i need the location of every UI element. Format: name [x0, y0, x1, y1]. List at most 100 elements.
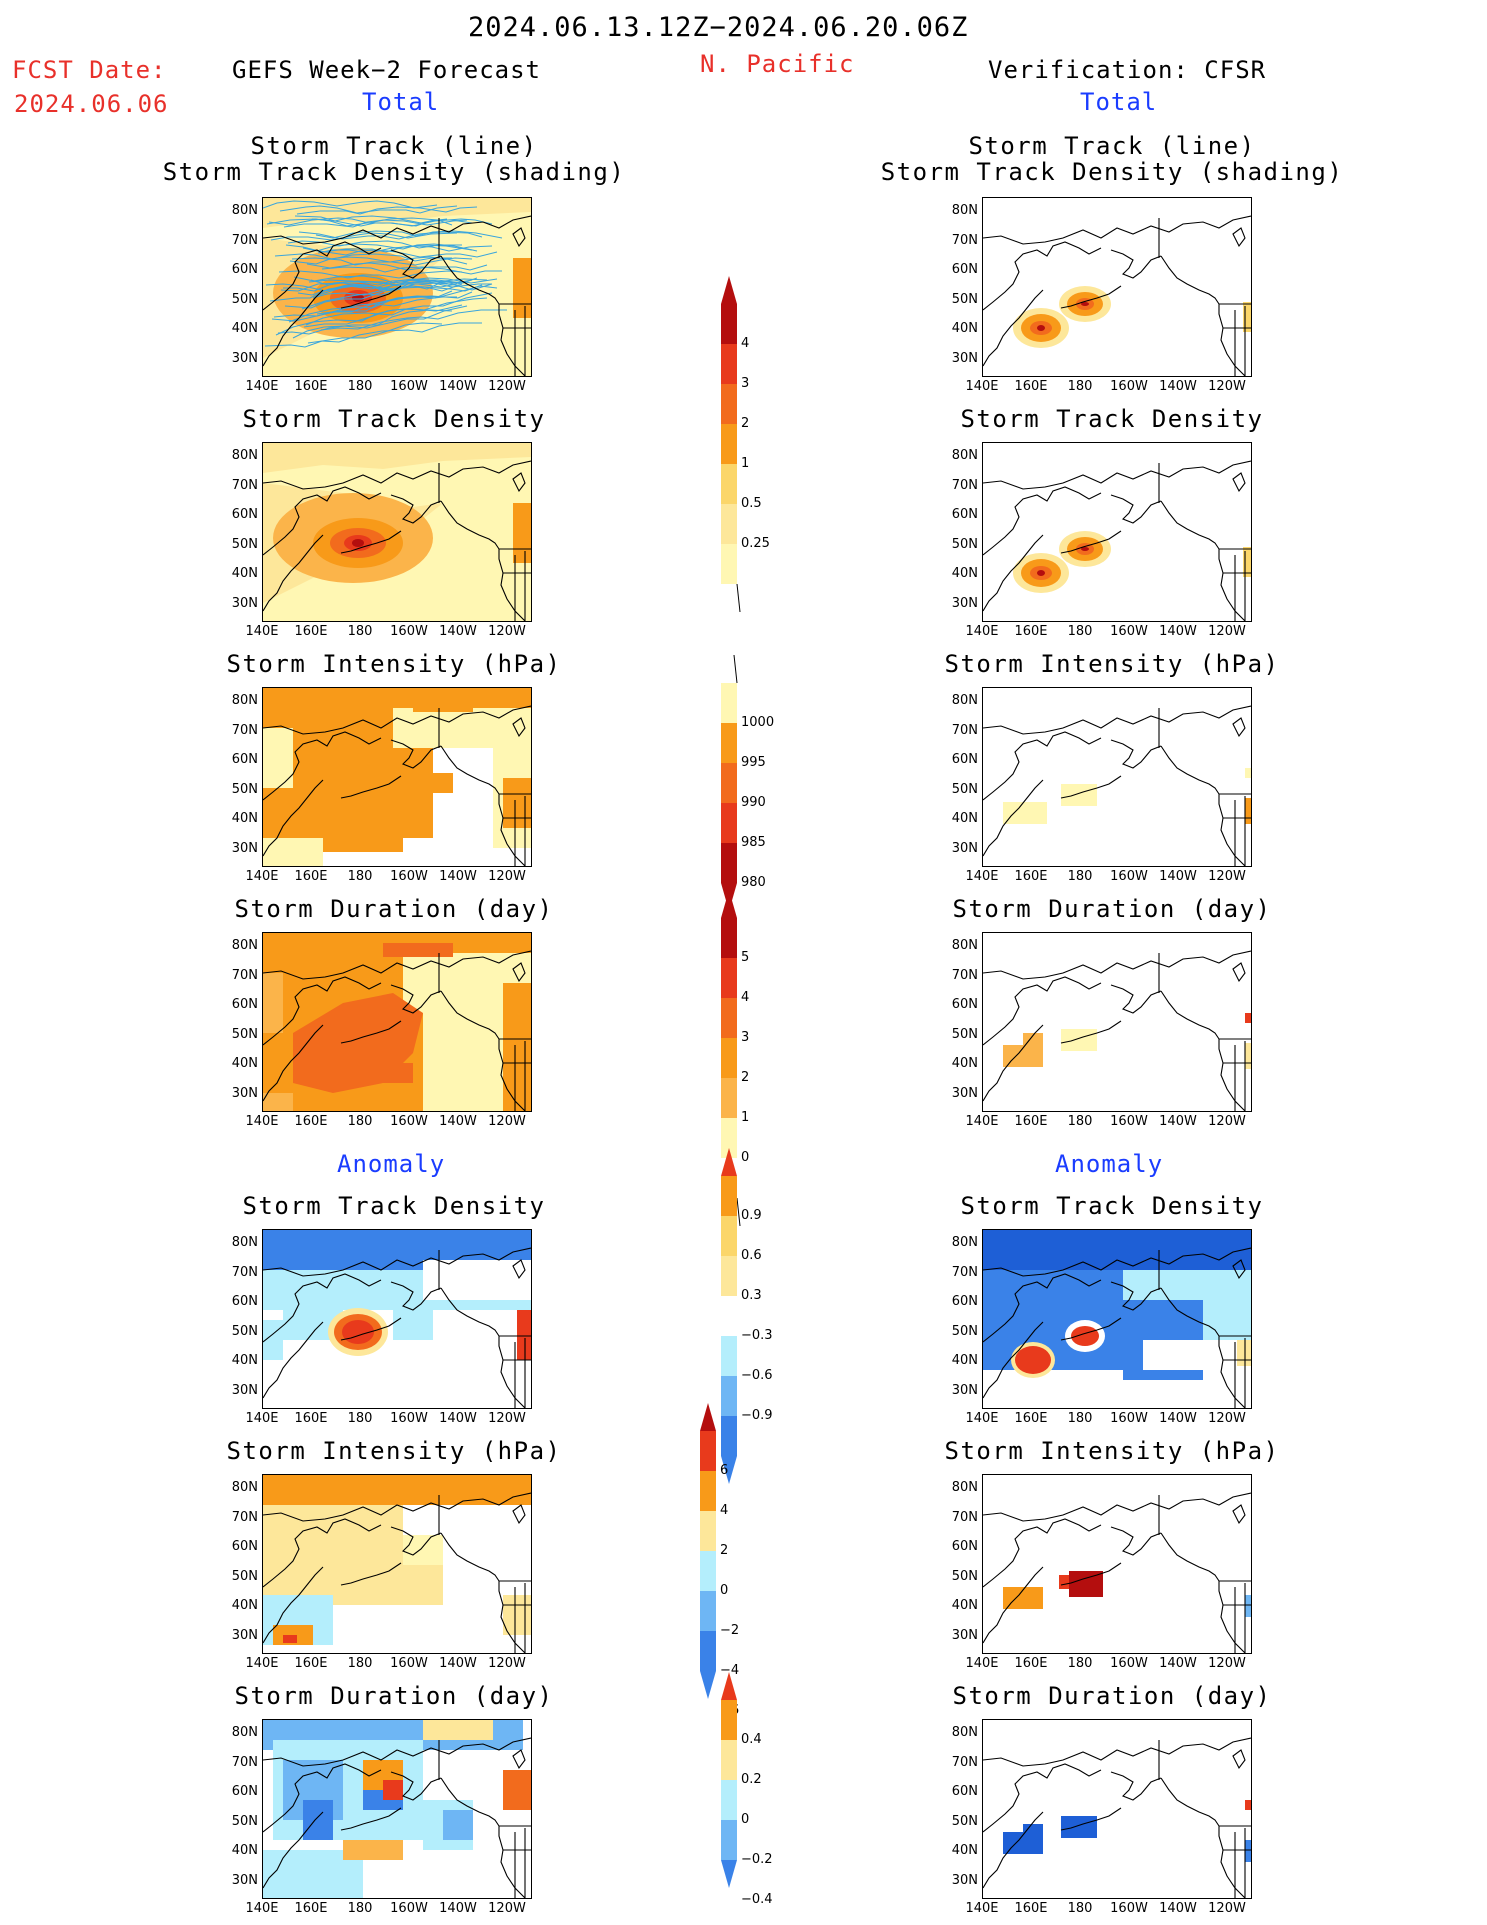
map-duration-forecast-lat-tick: 30N [231, 1085, 258, 1101]
map-duration-verif-lat-tick: 40N [951, 1056, 978, 1071]
title-duration-anom-left: Storm Duration (day) [234, 1682, 554, 1710]
map-density-forecast-lon-tick: 140E [245, 624, 279, 639]
map-track-forecast-svg [263, 198, 531, 376]
map-density-anom-verif-shade-10 [1071, 1326, 1099, 1346]
map-duration-anom-forecast-lon-tick: 180 [347, 1901, 373, 1916]
map-intensity-anom-forecast-lon-tick: 160E [294, 1656, 328, 1671]
map-density-forecast-coastline-5 [340, 530, 402, 554]
map-intensity-forecast-lat-tick: 50N [231, 781, 258, 797]
map-density-anom-verif-shade-3 [1123, 1270, 1251, 1300]
colorbar-duration-label: 4 [741, 990, 750, 1005]
map-intensity-anom-forecast-lon-tick: 180 [347, 1656, 373, 1671]
colorbar-intensity-label: 1000 [741, 715, 775, 730]
map-intensity-anom-verif-coastline-0 [983, 1492, 1251, 1522]
colorbar-duration [721, 890, 741, 1227]
map-intensity-anom-verif-coastline-3 [1110, 1526, 1162, 1556]
map-intensity-verif-lat-tick: 50N [951, 781, 978, 797]
colorbar-intensity-anom-segment [700, 1591, 716, 1631]
map-density-anom-forecast-coastline-0 [263, 1247, 531, 1277]
map-density-verif-coastline-4 [1160, 500, 1246, 621]
map-density-anom-verif-shade-6 [983, 1370, 1123, 1408]
map-density-forecast-shade-10 [263, 593, 423, 621]
date-range: 2024.06.13.12Z−2024.06.20.06Z [468, 12, 969, 43]
map-duration-anom-forecast-lon-tick: 120W [488, 1901, 526, 1916]
map-intensity-anom-verif-shade-3 [1245, 1595, 1251, 1617]
map-density-anom-forecast-lat-tick: 30N [231, 1382, 258, 1398]
map-intensity-anom-verif-lon-tick: 180 [1067, 1656, 1093, 1671]
map-density-anom-forecast-lon-tick: 180 [347, 1411, 373, 1426]
map-duration-forecast-coastline-3 [390, 984, 442, 1014]
map-intensity-anom-forecast-coastline-2 [263, 1566, 324, 1644]
map-duration-verif-lon-tick: 180 [1067, 1114, 1093, 1129]
colorbar-density-label: 1 [741, 456, 750, 471]
map-duration-anom-forecast-lon-tick: 160E [294, 1901, 328, 1916]
map-intensity-forecast-lon-tick: 120W [488, 869, 526, 884]
map-track-forecast-lon-tick: 140W [439, 379, 477, 394]
map-density-anom-verif-lon-tick: 180 [1067, 1411, 1093, 1426]
map-duration-anom-forecast-svg [263, 1720, 531, 1898]
title-density-left: Storm Track Density [242, 405, 546, 433]
colorbar-intensity-anom-top-arrow [700, 1403, 716, 1431]
map-intensity-verif-lon-tick: 140E [965, 869, 999, 884]
map-density-verif-shade-7 [1081, 547, 1089, 551]
map-intensity-anom-verif-lon-tick: 160W [1110, 1656, 1148, 1671]
colorbar-intensity [721, 654, 738, 911]
map-intensity-forecast-coastline-3 [390, 739, 442, 769]
map-duration-anom-verif-lat-tick: 30N [951, 1872, 978, 1888]
map-intensity-anom-verif-lon-tick: 160E [1014, 1656, 1048, 1671]
colorbar-intensity-segment [721, 763, 737, 803]
map-intensity-forecast-coastline-5 [340, 775, 402, 799]
title-track-shading-right: Storm Track Density (shading) [880, 158, 1344, 186]
map-density-verif-lat-tick: 30N [951, 595, 978, 611]
colorbar-duration-anom-label: −0.2 [741, 1852, 773, 1867]
fcst-date-label: FCST Date: [12, 56, 167, 84]
colorbar-intensity-label: 980 [741, 875, 766, 890]
fcst-date-value: 2024.06.06 [14, 90, 169, 118]
map-intensity-verif-shade-2 [1245, 768, 1251, 778]
map-intensity-forecast-lon-tick: 160E [294, 869, 328, 884]
map-duration-forecast-coastline-5 [340, 1020, 402, 1044]
map-track-verif-coastline-5 [1060, 285, 1122, 309]
map-intensity-anom-forecast-lon-tick: 140E [245, 1656, 279, 1671]
map-intensity-anom-verif-coastline-7 [1232, 1504, 1246, 1525]
colorbar-duration-anom-label: −0.4 [741, 1892, 773, 1907]
map-track-forecast-track-line [274, 253, 452, 262]
map-density-forecast-svg [263, 443, 531, 621]
map-duration-verif-shade-3 [1245, 1013, 1251, 1023]
map-track-verif-lon-tick: 160E [1014, 379, 1048, 394]
map-density-forecast-lat-tick: 50N [231, 536, 258, 552]
map-density-anom-verif-shade-1 [983, 1230, 1251, 1270]
map-intensity-anom-forecast-lat-tick: 30N [231, 1627, 258, 1643]
colorbar-intensity-anom [700, 1403, 716, 1699]
map-duration-forecast-coastline-7 [512, 962, 526, 983]
map-density-verif-svg [983, 460, 1251, 621]
colorbar-intensity-anom-segment [700, 1431, 716, 1471]
map-duration-forecast-coastline-2 [263, 1024, 324, 1102]
map-intensity-anom-forecast-coastline-1 [263, 1518, 382, 1588]
map-density-verif-coastline-2 [983, 534, 1044, 612]
map-intensity-anom-forecast-lat-tick: 60N [231, 1539, 258, 1554]
map-intensity-anom-forecast-shade-1 [263, 1475, 531, 1505]
colorbar-intensity-anom-label: 6 [720, 1463, 729, 1478]
map-duration-anom-verif-lat-tick: 80N [951, 1725, 978, 1740]
map-intensity-forecast-lat-tick: 30N [231, 840, 258, 856]
map-intensity-anom-verif-coastline-2 [983, 1566, 1044, 1644]
colorbar-intensity-segment [721, 683, 737, 723]
map-duration-anom-verif-lon-tick: 140W [1159, 1901, 1197, 1916]
map-intensity-forecast-lat-tick: 40N [231, 811, 258, 826]
map-intensity-forecast-shade-5 [413, 698, 473, 712]
map-density-anom-verif-lon-tick: 140E [965, 1411, 999, 1426]
map-intensity-verif-coastline-1 [983, 731, 1102, 801]
map-density-verif-lat-tick: 70N [951, 477, 978, 493]
map-duration-forecast-svg [263, 933, 531, 1111]
map-density-verif-lat-tick: 60N [951, 507, 978, 522]
map-track-verif-lat-tick: 80N [951, 203, 978, 218]
map-track-forecast-shade-10 [263, 348, 423, 376]
map-track-forecast-track-line [283, 219, 468, 228]
map-intensity-anom-verif-lat-tick: 50N [951, 1568, 978, 1584]
map-track-forecast-track-line [296, 206, 478, 215]
title-intensity-right: Storm Intensity (hPa) [944, 650, 1280, 678]
map-intensity-anom-verif-coastline-4 [1160, 1532, 1246, 1653]
colorbar-density-bottom-stub [736, 583, 741, 613]
map-duration-forecast-coastline-1 [263, 976, 382, 1046]
